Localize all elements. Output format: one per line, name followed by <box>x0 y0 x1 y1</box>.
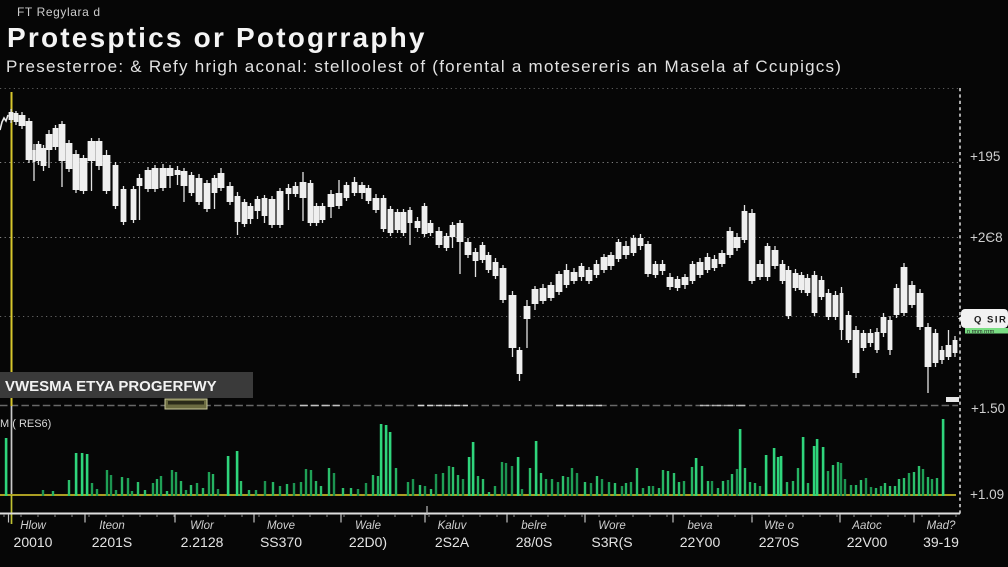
svg-text:2.2128: 2.2128 <box>181 534 224 550</box>
svg-text:+195: +195 <box>970 149 1000 164</box>
svg-text:+1.50: +1.50 <box>971 401 1005 416</box>
svg-text:beva: beva <box>688 520 713 532</box>
svg-text:20010: 20010 <box>14 534 53 550</box>
svg-text:22Y00: 22Y00 <box>680 534 721 550</box>
svg-text:Kaluv: Kaluv <box>438 520 468 532</box>
svg-text:M ( RES6): M ( RES6) <box>0 418 51 430</box>
svg-text:39-19: 39-19 <box>923 534 959 550</box>
svg-text:Wale: Wale <box>355 520 381 532</box>
svg-text:Hlow: Hlow <box>20 520 46 532</box>
svg-text:2270S: 2270S <box>759 534 799 550</box>
svg-text:Iteon: Iteon <box>99 520 125 532</box>
svg-text:Wte o: Wte o <box>764 520 795 532</box>
svg-text:+2Є8: +2Є8 <box>970 230 1003 245</box>
svg-text:n rmm rrrm: n rmm rrrm <box>967 329 995 335</box>
svg-text:2S2A: 2S2A <box>435 534 470 550</box>
svg-text:Aatoc: Aatoc <box>851 520 882 532</box>
svg-text:2201S: 2201S <box>92 534 132 550</box>
svg-text:Q SIRI: Q SIRI <box>974 315 1008 326</box>
svg-text:VWESMA ETYA PROGERFWY: VWESMA ETYA PROGERFWY <box>5 378 217 395</box>
svg-text:+1.09: +1.09 <box>970 487 1004 502</box>
svg-text:SS370: SS370 <box>260 534 302 550</box>
svg-text:Mad?: Mad? <box>927 520 956 532</box>
svg-text:Wore: Wore <box>598 520 625 532</box>
svg-text:Wlor: Wlor <box>190 520 215 532</box>
svg-text:belre: belre <box>521 520 547 532</box>
svg-text:22D0): 22D0) <box>349 534 387 550</box>
svg-text:28/0S: 28/0S <box>516 534 553 550</box>
svg-text:Move: Move <box>267 520 295 532</box>
svg-text:22V00: 22V00 <box>847 534 888 550</box>
svg-text:S3R(S: S3R(S <box>591 534 632 550</box>
